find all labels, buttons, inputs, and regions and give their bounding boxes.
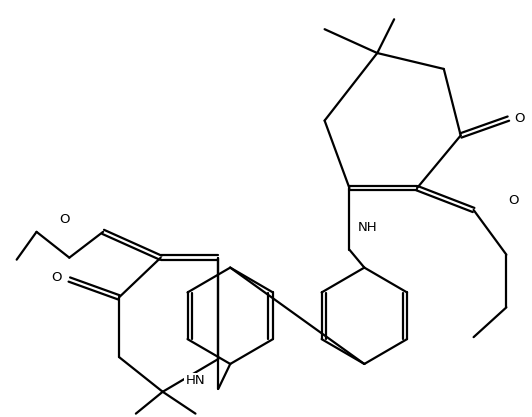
Text: O: O [514, 112, 525, 125]
Text: O: O [59, 214, 69, 226]
Text: O: O [51, 271, 61, 284]
Text: HN: HN [186, 374, 205, 387]
Text: NH: NH [358, 221, 377, 234]
Text: O: O [509, 193, 519, 206]
